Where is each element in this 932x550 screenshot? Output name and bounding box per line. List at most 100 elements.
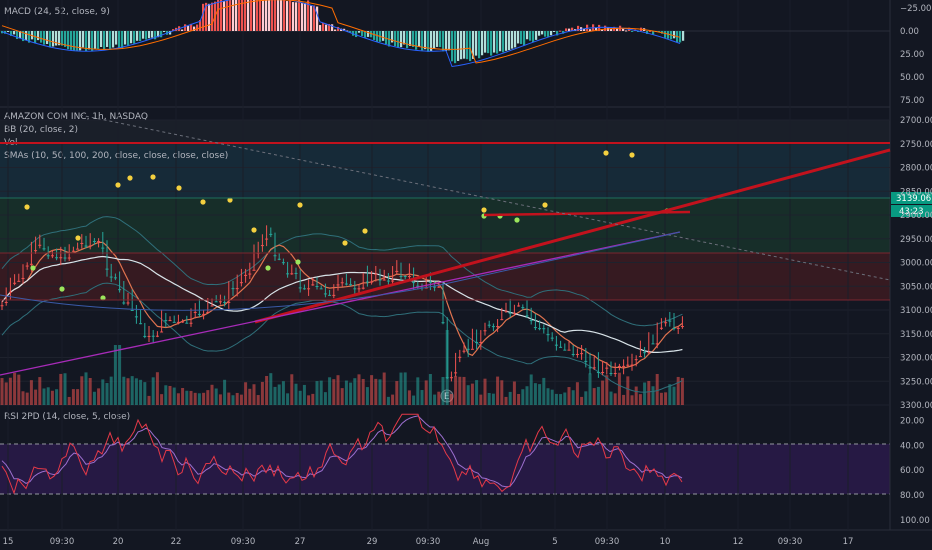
price-tick-label: 2950.00 — [900, 235, 932, 245]
time-tick-label: 22 — [171, 537, 182, 547]
volume-bar — [126, 378, 130, 405]
macd-histogram-bar — [286, 1, 289, 31]
volume-bar — [403, 372, 407, 405]
volume-bar — [172, 387, 176, 405]
candle-body — [584, 360, 588, 362]
volume-bar — [42, 388, 46, 405]
macd-histogram-bar — [610, 28, 613, 31]
volume-bar — [206, 390, 210, 405]
candle-body — [67, 257, 71, 259]
macd-histogram-bar — [328, 24, 331, 31]
price-tick-label: 2850.00 — [900, 187, 932, 197]
candle-body — [248, 273, 252, 275]
candle-body — [571, 353, 575, 355]
macd-histogram-bar — [448, 31, 451, 51]
price-tick-label: 3100.00 — [900, 306, 932, 316]
macd-histogram-bar — [274, 0, 277, 31]
candle-body — [386, 280, 390, 282]
macd-histogram-bar — [52, 31, 55, 47]
macd-histogram-bar — [571, 27, 574, 31]
macd-histogram-bar — [472, 31, 475, 59]
volume-bar — [349, 382, 353, 405]
time-tick-label: 10 — [660, 537, 671, 547]
candle-body — [504, 310, 508, 312]
rsi-tick-label: 100.00 — [900, 516, 930, 526]
candle-body — [512, 312, 516, 314]
volume-bar — [92, 391, 96, 405]
volume-bar — [97, 388, 101, 405]
volume-bar — [80, 376, 84, 405]
candle-body — [294, 272, 298, 274]
candle-body — [374, 273, 378, 275]
candle-body — [412, 282, 416, 284]
volume-bar — [416, 377, 420, 405]
macd-tick-label: 75.00 — [900, 96, 924, 106]
macd-histogram-bar — [373, 31, 376, 40]
candle-body — [668, 320, 672, 322]
macd-histogram-bar — [367, 31, 370, 37]
macd-histogram-bar — [136, 31, 139, 41]
volume-bar — [643, 382, 647, 405]
volume-bar — [668, 384, 672, 405]
macd-histogram-bar — [85, 31, 88, 52]
volume-bar — [227, 392, 231, 405]
candle-body — [529, 320, 533, 322]
macd-histogram-bar — [55, 31, 58, 46]
volume-bar — [13, 372, 17, 405]
volume-bar — [193, 392, 197, 405]
time-tick-label: 5 — [552, 537, 557, 547]
macd-histogram-bar — [325, 24, 328, 31]
macd-histogram-bar — [148, 31, 151, 39]
macd-tick-label: 50.00 — [900, 73, 924, 83]
macd-histogram-bar — [436, 31, 439, 47]
volume-bar — [433, 394, 437, 405]
price-tick-label: 2900.00 — [900, 211, 932, 221]
macd-histogram-bar — [73, 31, 76, 51]
volume-bar — [336, 375, 340, 405]
macd-histogram-bar — [511, 31, 514, 49]
signal-dot-green — [59, 286, 65, 292]
candle-body — [147, 335, 151, 337]
candle-body — [118, 289, 122, 291]
candle-body — [143, 335, 147, 337]
macd-histogram-bar — [10, 31, 13, 36]
candle-body — [227, 301, 231, 303]
candle-body — [596, 371, 600, 373]
macd-histogram-bar — [646, 31, 649, 34]
signal-dot-yellow — [603, 150, 609, 156]
candle-body — [466, 348, 470, 350]
volume-bar — [164, 385, 168, 405]
signal-dot-yellow — [127, 175, 133, 181]
macd-histogram-bar — [49, 31, 52, 48]
volume-bar — [59, 373, 63, 405]
volume-bar — [609, 391, 613, 405]
sma-50 — [1, 255, 683, 353]
candle-body — [185, 322, 189, 324]
macd-histogram-bar — [76, 31, 79, 51]
candle-body — [21, 277, 25, 279]
candle-body — [42, 248, 46, 250]
time-tick-label: 09:30 — [595, 537, 620, 547]
candle-body — [189, 322, 193, 324]
macd-histogram-bar — [313, 5, 316, 32]
macd-histogram-bar — [544, 31, 547, 37]
macd-histogram-bar — [211, 2, 214, 31]
volume-bar — [580, 396, 584, 405]
volume-bar — [298, 390, 302, 405]
candle-body — [244, 274, 248, 276]
volume-bar — [281, 381, 285, 405]
volume-bar — [525, 386, 529, 405]
price-tick-label: 2700.00 — [900, 116, 932, 126]
volume-bar — [202, 392, 206, 405]
volume-bar — [634, 386, 638, 405]
macd-histogram-bar — [355, 31, 358, 38]
volume-bar — [542, 377, 546, 405]
macd-histogram-bar — [283, 0, 286, 31]
candle-body — [580, 353, 584, 355]
volume-bar — [483, 378, 487, 405]
volume-bar — [470, 383, 474, 405]
volume-bar — [189, 390, 193, 405]
macd-histogram-bar — [625, 30, 628, 32]
macd-histogram-bar — [481, 31, 484, 56]
